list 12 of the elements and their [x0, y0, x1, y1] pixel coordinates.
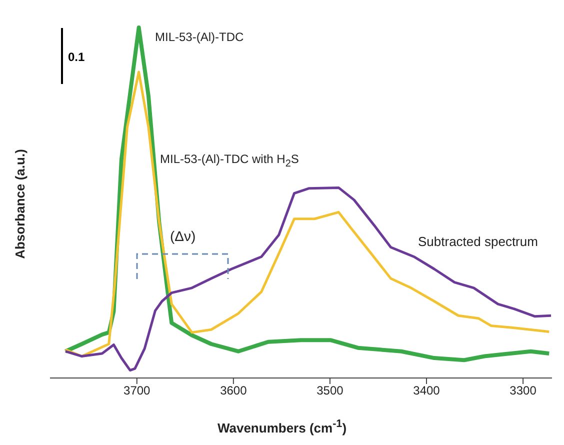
series-label: Subtracted spectrum	[418, 234, 538, 249]
y-axis-title: Absorbance (a.u.)	[12, 149, 28, 259]
x-tick-label: 3400	[413, 384, 440, 398]
annotation: (Δν)	[170, 228, 196, 244]
x-tick-label: 3700	[124, 384, 151, 398]
x-axis-title: Wavenumbers (cm$^{-1}$)	[216, 418, 348, 436]
series-label: MIL-53-(Al)-TDC	[155, 30, 244, 44]
annotation: 0.1	[68, 50, 85, 64]
x-tick-label: 3300	[510, 384, 537, 398]
series-label: MIL-53-(Al)-TDC with H$_{2}$S	[160, 152, 299, 170]
x-tick-label: 3600	[220, 384, 248, 398]
x-tick-label: 3500	[316, 384, 344, 398]
